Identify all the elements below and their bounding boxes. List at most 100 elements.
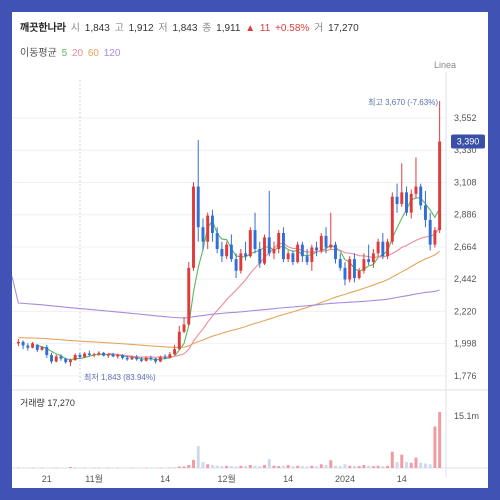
- candle-body[interactable]: [362, 259, 366, 271]
- candle-body[interactable]: [210, 215, 214, 233]
- candle-body[interactable]: [59, 356, 63, 359]
- volume-bars[interactable]: [16, 412, 442, 469]
- candle-body[interactable]: [192, 186, 195, 268]
- volume-bar[interactable]: [192, 459, 195, 468]
- candle-body[interactable]: [334, 244, 337, 260]
- candle-body[interactable]: [68, 360, 72, 363]
- candle-body[interactable]: [102, 352, 106, 356]
- candle-body[interactable]: [267, 237, 271, 254]
- candle-body[interactable]: [395, 196, 399, 204]
- volume-bar[interactable]: [196, 446, 200, 468]
- volume-bar[interactable]: [68, 466, 72, 468]
- volume-bar[interactable]: [409, 462, 413, 468]
- volume-bar[interactable]: [210, 465, 214, 468]
- candle-body[interactable]: [409, 193, 413, 213]
- candle-body[interactable]: [83, 353, 87, 358]
- candle-body[interactable]: [21, 341, 25, 346]
- volume-bar[interactable]: [173, 467, 177, 469]
- volume-bar[interactable]: [125, 467, 129, 469]
- volume-bar[interactable]: [215, 465, 219, 468]
- candle-body[interactable]: [319, 235, 323, 251]
- volume-bar[interactable]: [50, 467, 53, 469]
- candle-body[interactable]: [64, 358, 68, 363]
- candle-body[interactable]: [26, 345, 30, 348]
- volume-bar[interactable]: [201, 462, 205, 468]
- volume-bar[interactable]: [111, 467, 115, 469]
- volume-bar[interactable]: [390, 451, 394, 468]
- scale-label[interactable]: Linea: [434, 60, 456, 70]
- candle-body[interactable]: [54, 356, 58, 362]
- candle-body[interactable]: [310, 247, 314, 263]
- candle-body[interactable]: [428, 219, 432, 245]
- candle-body[interactable]: [106, 354, 110, 356]
- volume-bar[interactable]: [40, 467, 44, 469]
- candle-body[interactable]: [121, 354, 124, 358]
- volume-bar[interactable]: [16, 467, 20, 469]
- volume-bar[interactable]: [315, 466, 319, 468]
- ma-legend-60[interactable]: 60: [87, 48, 99, 59]
- candle-body[interactable]: [234, 259, 238, 271]
- volume-bar[interactable]: [163, 467, 167, 469]
- volume-bar[interactable]: [381, 466, 385, 468]
- candle-body[interactable]: [244, 253, 248, 257]
- candle-body[interactable]: [50, 354, 53, 362]
- candles[interactable]: [16, 100, 442, 367]
- volume-bar[interactable]: [154, 467, 158, 469]
- candle-body[interactable]: [367, 259, 371, 263]
- volume-bar[interactable]: [357, 466, 361, 468]
- ma-legend-20[interactable]: 20: [71, 48, 84, 59]
- volume-bar[interactable]: [35, 467, 39, 469]
- candle-body[interactable]: [286, 253, 290, 260]
- volume-bar[interactable]: [116, 467, 120, 469]
- volume-bar[interactable]: [206, 464, 210, 468]
- volume-bar[interactable]: [386, 465, 390, 468]
- stock-chart[interactable]: 3,552 3,330 3,108 2,886 2,664 2,442 2,220 1,998…: [12, 12, 488, 488]
- volume-bar[interactable]: [234, 466, 238, 468]
- candle-body[interactable]: [386, 241, 390, 257]
- volume-bar[interactable]: [296, 465, 300, 468]
- volume-bar[interactable]: [305, 466, 309, 468]
- candle-body[interactable]: [305, 256, 309, 263]
- candle-body[interactable]: [433, 230, 437, 245]
- volume-bar[interactable]: [97, 467, 101, 469]
- candle-body[interactable]: [196, 186, 200, 228]
- ma-legend-5[interactable]: 5: [61, 48, 68, 59]
- volume-bar[interactable]: [428, 464, 432, 468]
- candle-body[interactable]: [329, 244, 333, 248]
- candle-body[interactable]: [400, 192, 404, 204]
- volume-bar[interactable]: [144, 467, 148, 469]
- candle-body[interactable]: [296, 244, 300, 263]
- candle-body[interactable]: [182, 324, 186, 332]
- candle-body[interactable]: [35, 344, 39, 350]
- volume-bar[interactable]: [376, 465, 380, 468]
- volume-bar[interactable]: [400, 454, 404, 468]
- volume-bar[interactable]: [423, 463, 427, 468]
- candle-body[interactable]: [390, 196, 394, 242]
- volume-bar[interactable]: [253, 465, 257, 468]
- volume-bar[interactable]: [158, 467, 162, 469]
- volume-bar[interactable]: [267, 459, 271, 468]
- candle-body[interactable]: [291, 253, 295, 263]
- volume-bar[interactable]: [130, 467, 134, 469]
- volume-bar[interactable]: [31, 467, 35, 469]
- volume-bar[interactable]: [248, 465, 252, 468]
- volume-bar[interactable]: [135, 467, 139, 469]
- candle-body[interactable]: [163, 357, 167, 359]
- candle-body[interactable]: [177, 331, 181, 350]
- volume-bar[interactable]: [352, 465, 356, 468]
- candle-body[interactable]: [438, 141, 442, 231]
- candle-body[interactable]: [220, 248, 224, 257]
- volume-bar[interactable]: [395, 462, 399, 468]
- candle-body[interactable]: [371, 253, 375, 263]
- candle-body[interactable]: [139, 359, 143, 361]
- volume-bar[interactable]: [244, 466, 248, 468]
- candle-body[interactable]: [272, 248, 276, 254]
- volume-bar[interactable]: [92, 467, 96, 469]
- candle-body[interactable]: [116, 354, 120, 357]
- volume-bar[interactable]: [277, 466, 281, 468]
- candle-body[interactable]: [277, 233, 281, 249]
- volume-bar[interactable]: [433, 426, 437, 468]
- volume-bar[interactable]: [343, 464, 347, 468]
- volume-bar[interactable]: [139, 467, 143, 469]
- volume-bar[interactable]: [310, 465, 314, 468]
